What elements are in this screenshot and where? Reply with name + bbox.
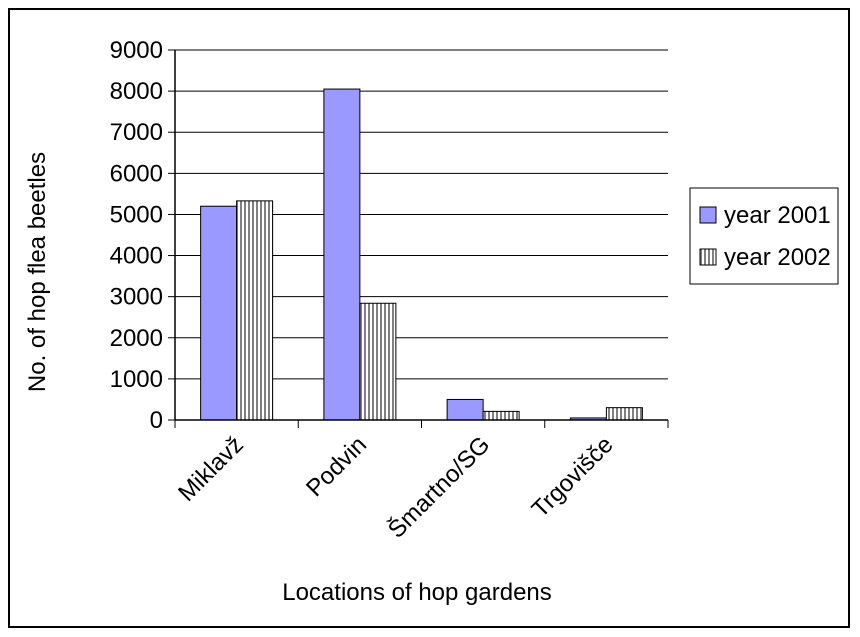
y-tick-label: 9000 [110, 37, 163, 64]
legend-box [689, 187, 839, 285]
x-tick-label: Podvin [301, 431, 372, 502]
x-tick-label: Šmartno/SG [382, 430, 495, 543]
y-tick-labels: 0 1000 2000 3000 4000 5000 6000 7000 8000 9000 [110, 37, 175, 434]
y-tick-label: 2000 [110, 325, 163, 352]
bar-2001-1 [323, 88, 361, 421]
bar-2002-1 [359, 302, 397, 421]
x-tick-label: Trgovišče [527, 431, 619, 523]
y-tick-label: 7000 [110, 119, 163, 146]
y-tick-label: 0 [150, 407, 163, 434]
x-tick-labels: Miklavž Podvin Šmartno/SG Trgovišče [173, 430, 618, 543]
bar-2002-0 [236, 200, 274, 421]
legend: year 2001 year 2002 [689, 187, 839, 285]
bar-2001-0 [200, 205, 238, 421]
y-tick-label: 5000 [110, 201, 163, 228]
y-tick-label: 4000 [110, 243, 163, 270]
legend-label: year 2002 [724, 244, 831, 271]
chart-frame [8, 8, 850, 628]
x-tick-label: Miklavž [173, 431, 249, 507]
legend-label: year 2001 [724, 202, 831, 229]
bars [200, 88, 643, 421]
y-tick-label: 1000 [110, 366, 163, 393]
legend-swatch [699, 248, 717, 266]
y-tick-label: 8000 [110, 78, 163, 105]
y-tick-label: 6000 [110, 160, 163, 187]
legend-swatch [699, 206, 717, 224]
y-axis-title: No. of hop flea beetles [24, 152, 51, 392]
y-tick-label: 3000 [110, 284, 163, 311]
axes [174, 50, 669, 428]
x-axis-title: Locations of hop gardens [282, 579, 552, 606]
bar-2002-3 [605, 407, 643, 421]
bar-2002-2 [482, 410, 520, 421]
bar-2001-2 [446, 398, 484, 421]
